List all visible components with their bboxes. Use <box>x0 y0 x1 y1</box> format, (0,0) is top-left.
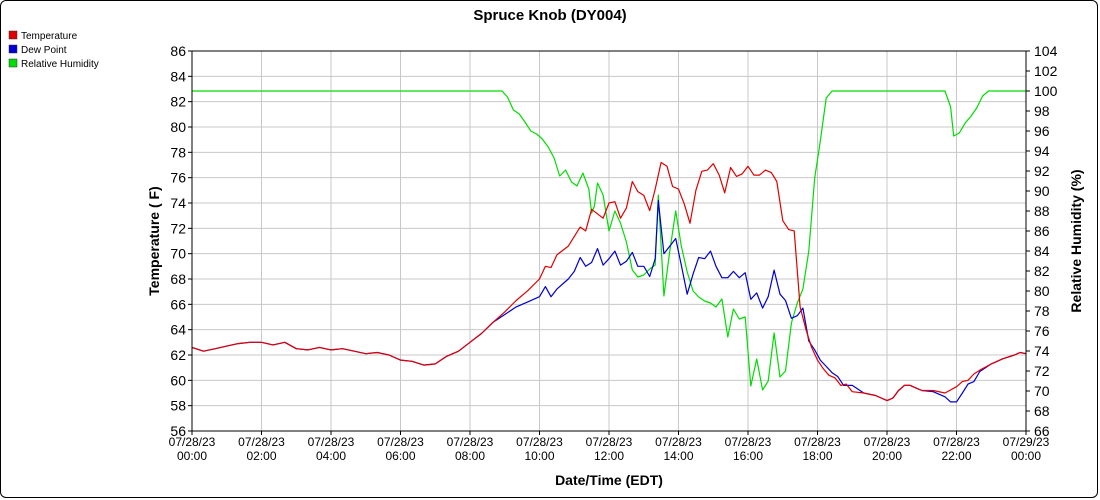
y-left-tick-label: 64 <box>170 322 186 338</box>
x-tick-label-date: 07/28/23 <box>933 435 980 449</box>
x-axis-title: Date/Time (EDT) <box>555 472 663 488</box>
y-right-tick-label: 74 <box>1034 343 1050 359</box>
y-axis-right: 66 68 70 72 74 76 78 80 82 84 86 88 90 92 94 96 98 100 102… <box>1026 43 1058 439</box>
y-right-tick-label: 104 <box>1034 43 1058 59</box>
legend-label-relative-humidity: Relative Humidity <box>21 59 99 70</box>
y-left-tick-label: 78 <box>170 144 186 160</box>
y-left-tick-label: 74 <box>170 195 186 211</box>
y-right-tick-label: 78 <box>1034 303 1050 319</box>
chart-title: Spruce Knob (DY004) <box>473 7 626 24</box>
y-right-tick-label: 70 <box>1034 383 1050 399</box>
x-tick-label-time: 16:00 <box>733 449 763 463</box>
y-left-tick-label: 86 <box>170 43 186 59</box>
y-right-tick-label: 94 <box>1034 143 1050 159</box>
y-right-tick-label: 72 <box>1034 363 1050 379</box>
x-tick-label-date: 07/28/23 <box>655 435 702 449</box>
x-tick-label-date: 07/28/23 <box>238 435 285 449</box>
x-tick-label-date: 07/28/23 <box>794 435 841 449</box>
y-left-tick-label: 80 <box>170 119 186 135</box>
x-tick-label-time: 04:00 <box>316 449 346 463</box>
y-left-tick-label: 66 <box>170 296 186 312</box>
y-left-tick-label: 76 <box>170 170 186 186</box>
y-right-tick-label: 88 <box>1034 203 1050 219</box>
y-right-tick-label: 84 <box>1034 243 1050 259</box>
y-left-tick-label: 58 <box>170 398 186 414</box>
x-tick-label-time: 00:00 <box>177 449 207 463</box>
grid <box>192 51 1026 431</box>
legend-swatch-relative-humidity <box>8 58 18 68</box>
y-left-tick-label: 84 <box>170 68 186 84</box>
y-right-tick-label: 68 <box>1034 403 1050 419</box>
x-tick-label-time: 06:00 <box>385 449 415 463</box>
y-left-tick-label: 68 <box>170 271 186 287</box>
x-tick-label-date: 07/28/23 <box>447 435 494 449</box>
legend-label-temperature: Temperature <box>21 31 78 42</box>
x-tick-label-date: 07/28/23 <box>586 435 633 449</box>
y-right-tick-label: 90 <box>1034 183 1050 199</box>
x-tick-label-time: 02:00 <box>246 449 276 463</box>
y-right-tick-label: 66 <box>1034 423 1050 439</box>
legend-label-dew-point: Dew Point <box>21 45 67 56</box>
y-left-tick-label: 56 <box>170 423 186 439</box>
y-right-tick-label: 86 <box>1034 223 1050 239</box>
y-left-tick-label: 82 <box>170 94 186 110</box>
x-tick-label-date: 07/28/23 <box>725 435 772 449</box>
x-tick-label-date: 07/28/23 <box>308 435 355 449</box>
legend-swatch-temperature <box>8 30 18 40</box>
legend: Temperature Dew Point Relative Humidity <box>8 30 99 70</box>
x-tick-label-date: 07/28/23 <box>864 435 911 449</box>
y-right-tick-label: 80 <box>1034 283 1050 299</box>
legend-swatch-dew-point <box>8 44 18 54</box>
series-line-relative-humidity <box>192 90 1026 391</box>
x-tick-label-time: 10:00 <box>524 449 554 463</box>
y-axis-left-title: Temperature ( F) <box>146 186 162 295</box>
y-left-tick-label: 62 <box>170 347 186 363</box>
y-axis-left: 56 58 60 62 64 66 68 70 72 74 76 78 80 82 84 86 <box>170 43 192 439</box>
x-tick-label-time: 14:00 <box>663 449 693 463</box>
y-right-tick-label: 92 <box>1034 163 1050 179</box>
y-right-tick-label: 100 <box>1034 83 1058 99</box>
x-tick-label-date: 07/28/23 <box>169 435 216 449</box>
x-axis: 07/28/2300:0007/28/2302:0007/28/2304:000… <box>169 431 1050 463</box>
x-tick-label-time: 20:00 <box>872 449 902 463</box>
series-group <box>191 90 1027 403</box>
y-left-tick-label: 70 <box>170 246 186 262</box>
x-tick-label-time: 00:00 <box>1011 449 1041 463</box>
y-right-tick-label: 76 <box>1034 323 1050 339</box>
y-right-tick-label: 82 <box>1034 263 1050 279</box>
y-left-tick-label: 72 <box>170 220 186 236</box>
x-tick-label-date: 07/28/23 <box>377 435 424 449</box>
x-tick-label-time: 22:00 <box>941 449 971 463</box>
x-tick-label-time: 18:00 <box>802 449 832 463</box>
x-tick-label-time: 08:00 <box>455 449 485 463</box>
y-axis-right-title: Relative Humidity (%) <box>1068 169 1084 312</box>
y-right-tick-label: 96 <box>1034 123 1050 139</box>
x-tick-label-date: 07/28/23 <box>516 435 563 449</box>
y-right-tick-label: 102 <box>1034 63 1058 79</box>
y-right-tick-label: 98 <box>1034 103 1050 119</box>
x-tick-label-time: 12:00 <box>594 449 624 463</box>
y-left-tick-label: 60 <box>170 372 186 388</box>
series-line-temperature <box>191 161 1027 402</box>
x-tick-label-date: 07/29/23 <box>1003 435 1050 449</box>
